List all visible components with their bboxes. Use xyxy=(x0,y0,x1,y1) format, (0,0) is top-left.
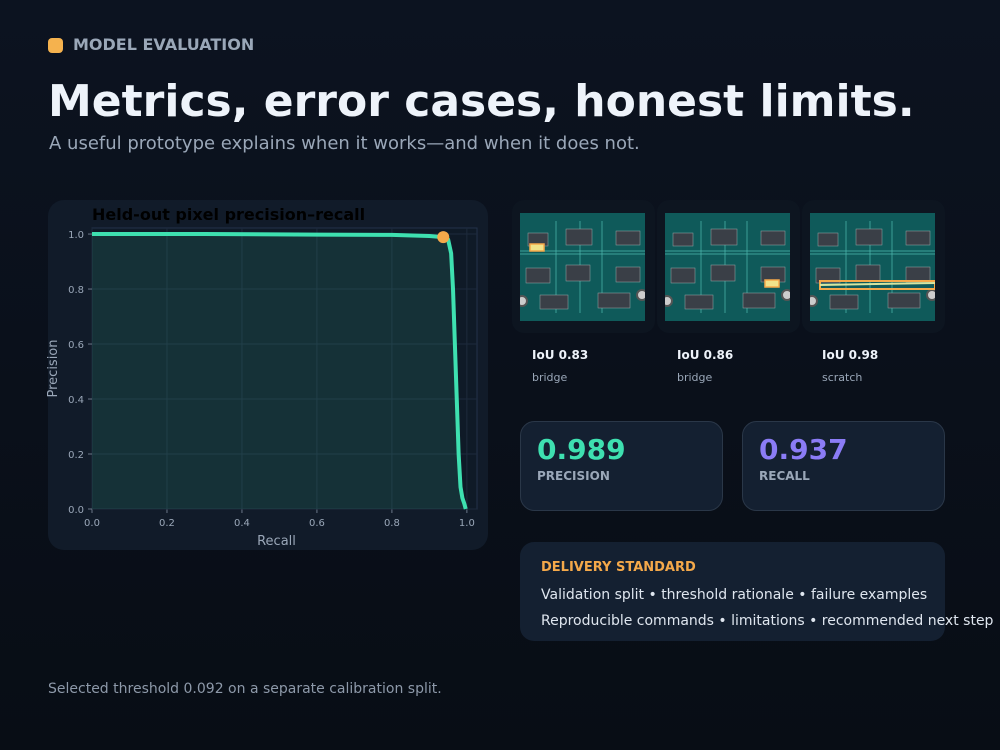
example-image xyxy=(517,213,647,321)
pr-curve xyxy=(92,232,468,510)
y-tick-label: 0.2 xyxy=(68,450,84,461)
operating-point xyxy=(437,231,450,244)
example-label: bridge xyxy=(532,371,568,384)
example-image xyxy=(807,213,935,321)
delivery-line: Reproducible commands • limitations • re… xyxy=(541,613,994,629)
chart-title: Held-out pixel precision–recall xyxy=(92,205,365,224)
example-score: IoU 0.86 xyxy=(677,348,733,362)
example-score: IoU 0.98 xyxy=(822,348,878,362)
area xyxy=(92,234,466,509)
y-tick-label: 0.6 xyxy=(68,340,84,351)
x-tick-label: 0.8 xyxy=(384,518,400,529)
subtitle: A useful prototype explains when it work… xyxy=(49,133,640,154)
eyebrow: MODEL EVALUATION xyxy=(73,35,254,54)
y-tick-label: 0.0 xyxy=(68,505,84,516)
y-tick-label: 1.0 xyxy=(68,230,84,241)
example-score: IoU 0.83 xyxy=(532,348,588,362)
x-tick-label: 0.6 xyxy=(309,518,325,529)
x-axis-label: Recall xyxy=(257,534,296,549)
x-tick-label: 1.0 xyxy=(459,518,475,529)
example-label: bridge xyxy=(677,371,713,384)
metric-value: 0.989 xyxy=(537,433,626,466)
metric-value: 0.937 xyxy=(759,433,848,466)
plot-area xyxy=(91,227,478,510)
y-tick-label: 0.8 xyxy=(68,285,84,296)
y-tick-label: 0.4 xyxy=(68,395,84,406)
metric-label: PRECISION xyxy=(537,469,610,483)
delivery-card xyxy=(520,542,945,641)
chart: 0.0 0.2 0.4 0.6 0.8 1.0 0.0 0.2 0.4 0.6 0.8 1.0 Held… xyxy=(46,205,478,549)
example-image xyxy=(662,213,792,321)
metric-card xyxy=(520,421,723,511)
metric-label: RECALL xyxy=(759,469,810,483)
page-title: Metrics, error cases, honest limits. xyxy=(48,76,915,127)
footer-note: Selected threshold 0.092 on a separate c… xyxy=(48,681,442,697)
eyebrow-icon xyxy=(48,38,63,53)
x-tick-label: 0.4 xyxy=(234,518,250,529)
example-label: scratch xyxy=(822,371,862,384)
metric-card xyxy=(742,421,945,511)
y-axis-label: Precision xyxy=(46,339,61,397)
x-tick-label: 0.2 xyxy=(159,518,175,529)
x-tick-label: 0.0 xyxy=(84,518,100,529)
delivery-title: DELIVERY STANDARD xyxy=(541,560,696,575)
delivery-line: Validation split • threshold rationale •… xyxy=(541,587,927,603)
